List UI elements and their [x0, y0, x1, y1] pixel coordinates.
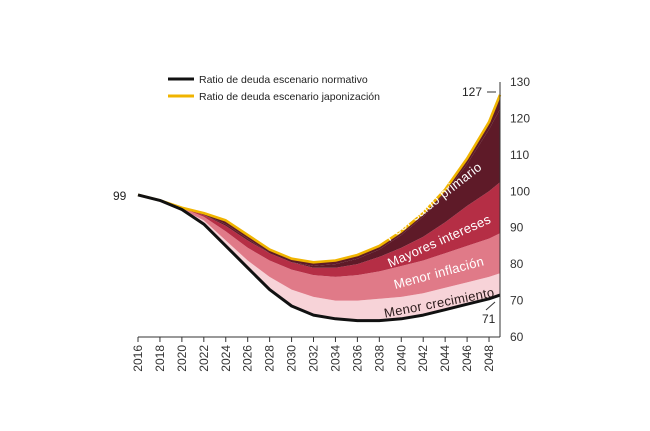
y-tick-label: 110: [510, 148, 529, 162]
x-tick-label: 2036: [350, 345, 364, 372]
x-tick-label: 2046: [460, 345, 474, 372]
y-tick-label: 120: [510, 111, 530, 125]
x-tick-label: 2018: [153, 345, 167, 372]
x-tick-label: 2020: [175, 345, 189, 372]
annotation-start-value: 99: [113, 189, 127, 203]
legend-label: Ratio de deuda escenario normativo: [199, 74, 368, 86]
scenario-bands: [138, 94, 500, 321]
y-tick-label: 130: [510, 75, 530, 89]
x-tick-label: 2026: [241, 345, 255, 372]
annotations: 99 127 71: [113, 85, 496, 326]
y-tick-label: 70: [510, 294, 524, 308]
x-tick-label: 2038: [372, 345, 386, 372]
annotation-end-low-value: 71: [482, 312, 496, 326]
x-tick-label: 2016: [131, 345, 145, 372]
line-japonizacion: [137, 94, 502, 264]
x-tick-label: 2030: [285, 345, 299, 372]
y-tick-label: 90: [510, 221, 524, 235]
y-tick-label: 80: [510, 257, 524, 271]
y-tick-label: 60: [510, 330, 524, 344]
x-tick-label: 2034: [328, 345, 342, 372]
x-tick-label: 2024: [219, 345, 233, 372]
annotation-end-high-value: 127: [462, 85, 482, 99]
x-tick-label: 2040: [394, 345, 408, 372]
annotation-end-low-leader: [485, 301, 496, 311]
x-tick-label: 2032: [307, 345, 321, 372]
x-tick-label: 2042: [416, 345, 430, 372]
line-normativo: [137, 193, 501, 323]
legend-label: Ratio de deuda escenario japonización: [199, 91, 380, 103]
scenario-lines: [137, 94, 502, 323]
legend: Ratio de deuda escenario normativo Ratio …: [168, 74, 380, 103]
band-mayores-intereses: [138, 182, 500, 277]
x-tick-label: 2048: [482, 345, 496, 372]
y-tick-label: 100: [510, 184, 530, 198]
band-menor-inflación: [138, 194, 500, 301]
x-tick-label: 2044: [438, 345, 452, 372]
axes: 2016 2018 2020 2022 2024 2026 2028 2030 2032 2034…: [131, 75, 530, 372]
x-tick-label: 2022: [197, 345, 211, 372]
x-tick-label: 2028: [263, 345, 277, 372]
